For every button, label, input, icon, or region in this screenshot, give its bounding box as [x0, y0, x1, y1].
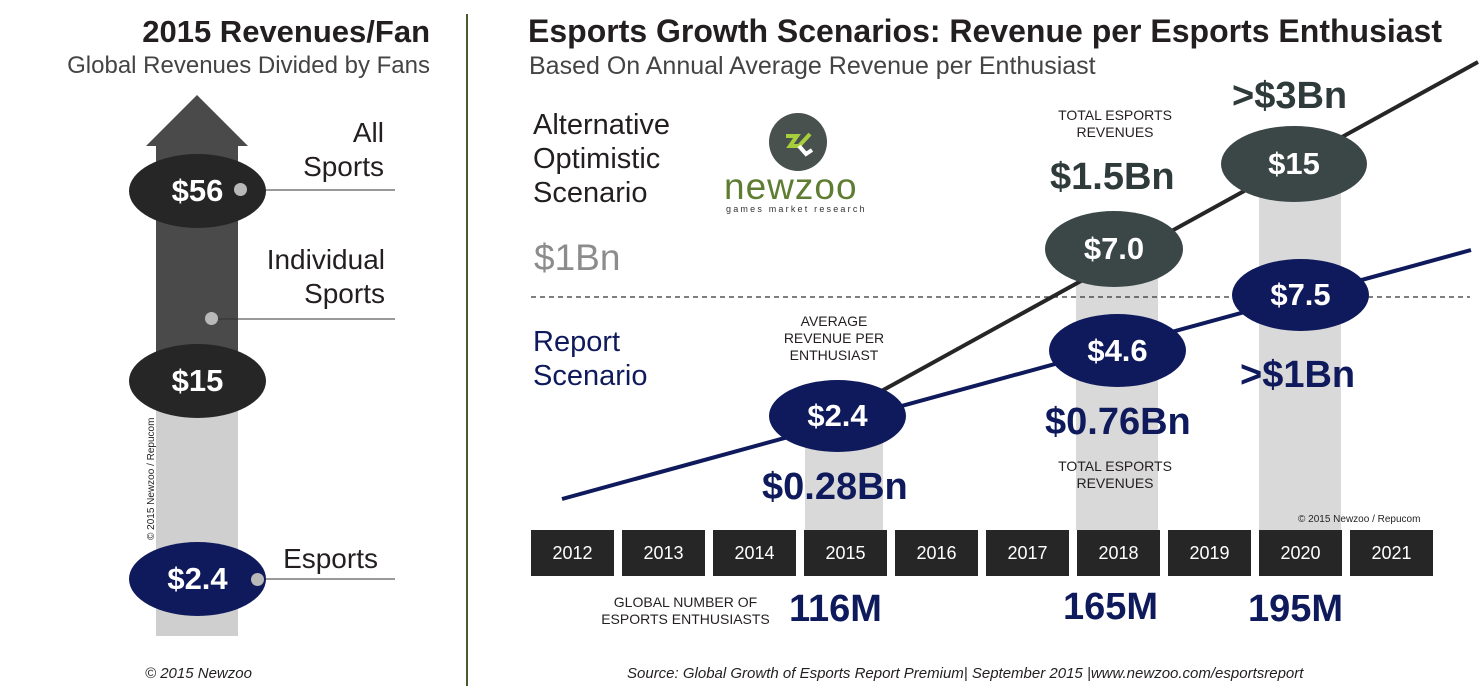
left-title: 2015 Revenues/Fan — [142, 14, 430, 49]
report-scenario-label: Report Scenario — [533, 326, 648, 392]
threshold-label: $1Bn — [534, 237, 621, 278]
optimistic-total-2018: $1.5Bn — [1050, 156, 1175, 198]
enthusiasts-label: GLOBAL NUMBER OF ESPORTS ENTHUSIASTS — [601, 594, 770, 627]
individual-sports-dot — [205, 312, 218, 325]
report-value-2020: $7.5 — [1232, 259, 1369, 331]
panel-divider — [466, 14, 468, 686]
newzoo-logo-tagline: games market research — [726, 204, 867, 214]
all-sports-label: All Sports — [303, 117, 384, 182]
total-revenues-label-top: TOTAL ESPORTS REVENUES — [1058, 107, 1172, 140]
arrow-head — [146, 95, 248, 146]
report-total-2018: $0.76Bn — [1045, 401, 1191, 443]
year-tick: 2012 — [531, 530, 614, 576]
year-tick: 2016 — [895, 530, 978, 576]
esports-label: Esports — [283, 543, 378, 574]
report-value-2018: $4.6 — [1049, 314, 1186, 387]
chart-copyright: © 2015 Newzoo / Repucom — [1298, 514, 1421, 525]
bar-2015 — [805, 440, 883, 530]
right-title: Esports Growth Scenarios: Revenue per Es… — [528, 13, 1442, 49]
value-2015: $2.4 — [769, 380, 906, 452]
right-subtitle: Based On Annual Average Revenue per Enth… — [529, 52, 1096, 80]
all-sports-dot — [234, 183, 247, 196]
individual-sports-value: $15 — [129, 344, 266, 418]
total-revenues-label-bottom: TOTAL ESPORTS REVENUES — [1058, 458, 1172, 491]
newzoo-logo-text: newzoo — [724, 166, 858, 207]
year-tick: 2018 — [1077, 530, 1160, 576]
all-sports-value: $56 — [129, 154, 266, 228]
year-tick: 2020 — [1259, 530, 1342, 576]
year-tick: 2013 — [622, 530, 705, 576]
optimistic-total-2020: >$3Bn — [1232, 75, 1348, 117]
bar-2018 — [1076, 260, 1158, 530]
individual-sports-label: Individual Sports — [266, 244, 385, 309]
esports-value: $2.4 — [129, 542, 266, 616]
year-axis: 2012 2013 2014 2015 2016 2017 2018 2019 … — [531, 530, 1433, 576]
year-tick: 2015 — [804, 530, 887, 576]
year-tick: 2017 — [986, 530, 1069, 576]
enthusiasts-2015: 116M — [789, 588, 882, 630]
right-footer: Source: Global Growth of Esports Report … — [627, 665, 1304, 682]
avg-revenue-label: AVERAGE REVENUE PER ENTHUSIAST — [783, 313, 885, 363]
enthusiasts-2020: 195M — [1248, 588, 1344, 630]
bar-2020 — [1259, 180, 1341, 530]
optimistic-value-2018: $7.0 — [1045, 211, 1183, 287]
year-tick: 2019 — [1168, 530, 1251, 576]
year-tick: 2021 — [1350, 530, 1433, 576]
total-2015: $0.28Bn — [762, 466, 908, 508]
esports-dot — [251, 573, 264, 586]
optimistic-scenario-label: Alternative Optimistic Scenario — [533, 109, 671, 209]
optimistic-value-2020: $15 — [1221, 126, 1367, 202]
report-total-2020: >$1Bn — [1240, 354, 1356, 396]
enthusiasts-2018: 165M — [1063, 586, 1159, 628]
left-subtitle: Global Revenues Divided by Fans — [67, 52, 430, 79]
newzoo-logo-icon — [769, 113, 827, 171]
year-tick: 2014 — [713, 530, 796, 576]
left-footer: © 2015 Newzoo — [145, 665, 252, 682]
